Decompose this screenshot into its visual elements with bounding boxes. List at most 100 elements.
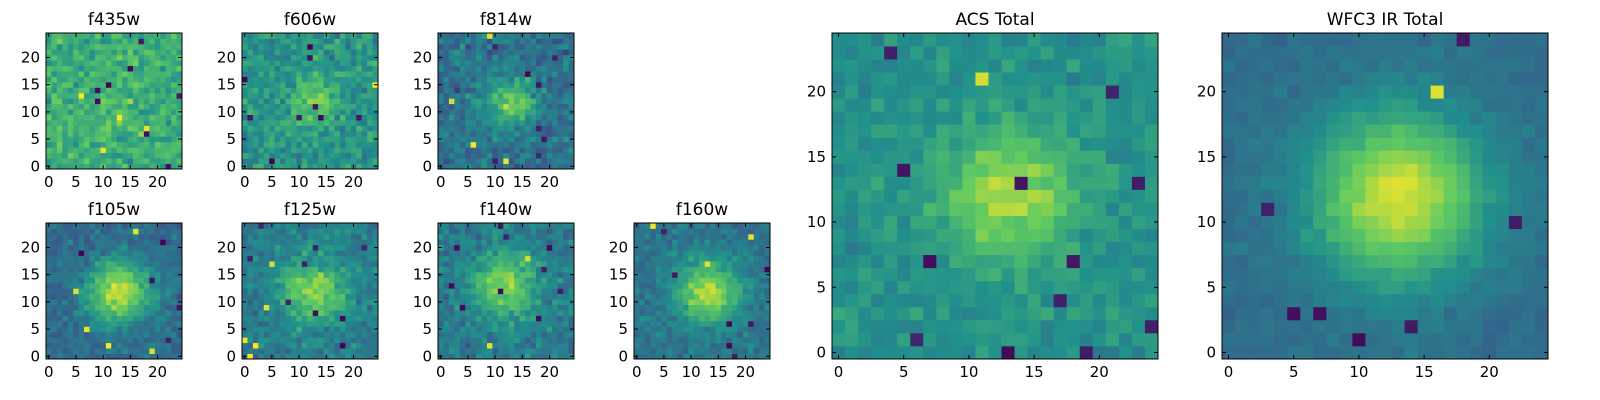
heatmap-cell [252,310,259,316]
heatmap-cell [661,315,668,322]
heatmap-cell [546,141,553,148]
heatmap-cell [111,228,118,235]
heatmap-cell [563,109,569,115]
heatmap-cell [476,266,482,273]
heatmap-cell [721,288,727,295]
heatmap-cell [1027,293,1042,308]
y-tick-label: 10 [21,103,40,121]
heatmap-cells [438,33,575,170]
heatmap-cell [290,136,297,143]
heatmap-cell [105,38,112,45]
heatmap-cell [78,244,85,251]
heatmap-cell [438,147,444,154]
heatmap-cell [56,337,63,344]
heatmap-cell [530,353,537,360]
heatmap-cell [356,130,363,137]
heatmap-cell [897,280,911,295]
heatmap-cell [710,266,716,273]
y-tick-label: 5 [422,320,432,338]
heatmap-cell [318,87,324,94]
heatmap-cell [258,228,265,235]
heatmap-cell [138,223,145,229]
heatmap-cell [497,266,504,273]
heatmap-cell [290,87,297,94]
heatmap-cell [644,293,651,300]
heatmap-cell [307,315,314,322]
heatmap-cell [154,266,161,273]
heatmap-cell [301,277,308,284]
heatmap-cell [438,38,444,45]
heatmap-cell [897,150,911,164]
heatmap-cell [350,255,357,262]
heatmap-cell [693,271,700,278]
heatmap-cell [1131,319,1146,334]
heatmap-cell [334,92,341,99]
heatmap-cell [832,332,846,347]
heatmap-cell [356,228,363,235]
heatmap-cell [530,348,537,354]
heatmap-cell [301,353,308,360]
heatmap-cell [84,244,90,251]
heatmap-cell [149,43,156,50]
heatmap-cell [759,223,765,229]
heatmap-cell [563,60,569,67]
heatmap-cell [73,299,80,305]
heatmap-cell [557,136,564,143]
heatmap-cell [644,315,651,322]
heatmap-cell [448,147,455,154]
heatmap-cell [459,244,466,251]
heatmap-cell [84,54,90,61]
heatmap-cell [552,353,559,360]
heatmap-cell [285,299,292,305]
heatmap-cell [94,310,101,316]
heatmap-cell [274,331,281,338]
heatmap-cell [296,348,303,354]
heatmap-cell [503,60,510,67]
heatmap-cell [1105,215,1120,229]
heatmap-cell [519,130,526,137]
heatmap-cell [519,326,526,333]
heatmap-cell [672,244,678,251]
heatmap-cell [149,141,156,148]
heatmap-cell [67,223,74,229]
heatmap-cell [301,87,308,94]
heatmap-cell [519,141,526,148]
heatmap-cell [443,141,450,148]
heatmap-cell [247,315,254,322]
heatmap-cell [176,320,183,327]
heatmap-cell [89,337,96,344]
heatmap-cell [443,163,450,170]
x-tick-label: 15 [317,173,336,191]
heatmap-cell [519,114,526,121]
heatmap-cell [563,33,569,39]
heatmap-cell [672,255,678,262]
heatmap-cell [672,304,678,311]
heatmap-cell [476,65,482,72]
heatmap-cell [116,43,123,50]
heatmap-cell [486,54,493,61]
heatmap-cell [923,345,937,360]
heatmap-cell [329,114,335,121]
heatmap-cell [334,87,341,94]
heatmap-cell [111,320,118,327]
heatmap-cell [1014,215,1028,229]
heatmap-cell [318,114,324,121]
heatmap-cell [508,158,515,164]
heatmap-cell [67,266,74,273]
heatmap-cell [535,288,542,295]
heatmap-cell [737,288,744,295]
heatmap-cell [677,266,684,273]
heatmap-cell [62,353,69,360]
heatmap-cell [116,271,123,278]
heatmap-cell [644,244,651,251]
heatmap-cell [133,87,139,94]
heatmap-cell [329,38,335,45]
heatmap-cell [345,76,352,83]
heatmap-cell [448,239,455,246]
heatmap-cell [845,306,859,321]
heatmap-cell [171,255,177,262]
heatmap-cell [301,320,308,327]
heatmap-cell [1001,293,1015,308]
heatmap-cell [552,266,559,273]
heatmap-cell [73,282,80,289]
